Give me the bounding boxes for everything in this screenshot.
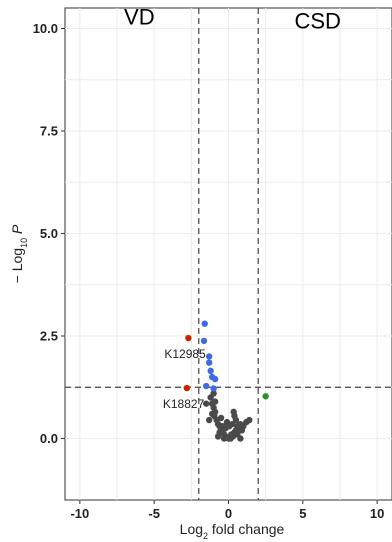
data-point-ns (210, 390, 217, 397)
data-point-p-only (203, 382, 210, 390)
data-point-ns (220, 435, 228, 442)
data-point-p-only (205, 359, 213, 366)
x-tick-label: 10 (370, 506, 384, 521)
y-tick-label: 5.0 (40, 226, 58, 241)
data-point-ns (237, 435, 244, 442)
data-point-p-only (211, 375, 219, 383)
data-point-p-only (207, 367, 214, 375)
data-point-fc-and-p (183, 384, 191, 392)
x-axis-ticks: -10 -5 0 5 10 (70, 500, 384, 521)
data-point-ns (203, 400, 210, 407)
y-axis-title: − Log10 P (9, 224, 29, 283)
data-point-ns (229, 420, 236, 428)
data-point-ns (217, 414, 225, 422)
threshold-lines (65, 8, 392, 500)
y-tick-label: 0.0 (40, 431, 58, 446)
y-tick-label: 2.5 (40, 329, 58, 344)
x-tick-label: -5 (148, 506, 160, 521)
data-point-ns (223, 418, 231, 426)
point-labels: K12985 K18827 (163, 347, 206, 411)
data-point-ns (219, 423, 226, 430)
data-point-ns (205, 416, 213, 424)
data-point-ns (208, 410, 216, 418)
x-tick-label: 0 (225, 506, 232, 521)
point-label: K18827 (163, 397, 205, 411)
point-label: K12985 (164, 347, 206, 361)
data-point-ns (211, 398, 219, 405)
data-point-p-only (210, 385, 217, 392)
group-label: VD (124, 4, 155, 29)
data-point-ns (246, 416, 253, 424)
data-point-ns (232, 416, 240, 424)
data-point-p-only (205, 353, 213, 360)
x-tick-label: 5 (299, 506, 306, 521)
y-tick-label: 7.5 (40, 124, 58, 139)
group-labels: VD CSD (124, 4, 341, 33)
y-axis-ticks: 0.0 2.5 5.0 7.5 10.0 (33, 21, 65, 446)
y-tick-label: 10.0 (33, 21, 58, 36)
data-point-fc-only (262, 393, 269, 400)
group-label: CSD (294, 9, 340, 34)
x-tick-label: -10 (70, 506, 89, 521)
data-point-p-only (201, 320, 208, 327)
data-point-ns (214, 433, 222, 440)
data-point-p-only (200, 337, 208, 345)
x-axis-title: Log2 fold change (180, 521, 285, 541)
data-point-fc-and-p (185, 334, 192, 342)
data-point-ns (227, 435, 234, 442)
data-points (183, 320, 269, 442)
